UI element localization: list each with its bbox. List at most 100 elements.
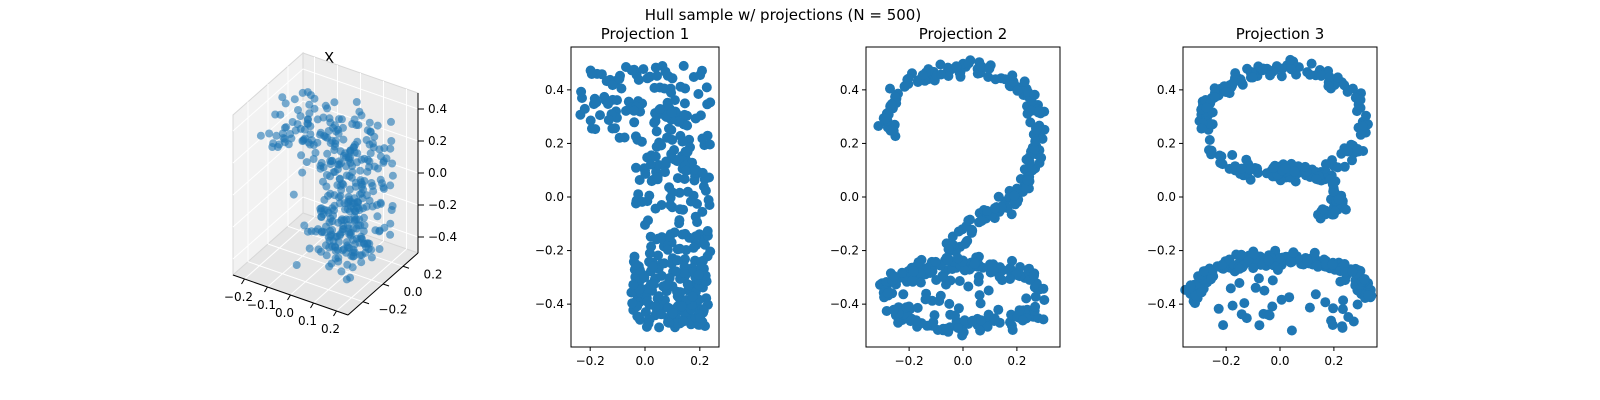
- data-point: [682, 279, 693, 290]
- data-point: [576, 86, 587, 97]
- data-point: [631, 162, 641, 173]
- data-point: [650, 62, 661, 73]
- data-point: [1323, 81, 1334, 92]
- data-point-3d: [337, 186, 346, 194]
- data-point: [1327, 320, 1338, 330]
- data-point-3d: [292, 261, 301, 269]
- data-point: [1310, 289, 1321, 300]
- x-tick: [241, 278, 245, 285]
- data-point: [976, 315, 986, 326]
- data-point-3d: [296, 112, 305, 121]
- data-point: [1332, 162, 1343, 173]
- x-tick-label: 0.2: [321, 322, 340, 336]
- data-point-3d: [290, 95, 299, 104]
- data-point: [1012, 85, 1023, 96]
- data-point-3d: [341, 205, 349, 214]
- y-tick-label: 0.4: [1157, 83, 1176, 97]
- data-point: [1276, 71, 1287, 82]
- data-point: [579, 103, 590, 114]
- data-point: [1352, 144, 1363, 154]
- data-point: [898, 289, 909, 300]
- data-point-3d: [363, 126, 372, 135]
- x-tick-label: 0.2: [690, 354, 709, 368]
- data-point: [651, 126, 662, 137]
- data-point-3d: [294, 106, 302, 114]
- data-point-3d: [330, 167, 339, 176]
- data-point: [677, 229, 688, 240]
- data-point: [640, 168, 651, 179]
- data-point: [952, 253, 963, 264]
- panel-projection-2: Projection 2 −0.2 0.0 0.2 −0.4 −0.2 0.0 0.2 0.4: [830, 25, 1061, 368]
- data-point: [629, 117, 640, 128]
- data-point: [1022, 175, 1033, 186]
- y-tick-label: −0.4: [830, 297, 859, 311]
- data-point: [628, 279, 639, 290]
- panel-3d-x: X−0.2−0.10.00.10.2−0.20.00.2−0.4−0.20.00…: [224, 49, 457, 336]
- data-point-3d: [305, 100, 314, 109]
- data-point-3d: [362, 191, 371, 200]
- data-point: [904, 301, 914, 312]
- data-point-3d: [331, 254, 340, 263]
- data-point: [701, 82, 712, 93]
- data-point-3d: [325, 262, 334, 271]
- data-point: [666, 107, 677, 118]
- data-point: [913, 257, 924, 268]
- panel-title: Projection 3: [1236, 25, 1324, 43]
- data-point: [1249, 249, 1260, 260]
- data-point-3d: [367, 179, 376, 187]
- data-point: [700, 185, 711, 196]
- data-point: [960, 238, 971, 249]
- y-tick-label: −0.4: [1147, 297, 1176, 311]
- data-point: [1347, 266, 1358, 277]
- data-point: [1337, 304, 1348, 315]
- data-point: [692, 217, 703, 228]
- data-point: [660, 66, 671, 77]
- data-point: [682, 120, 693, 131]
- y-tick: [382, 283, 390, 287]
- y-tick-label: −0.2: [378, 303, 407, 317]
- data-point: [1264, 310, 1275, 321]
- data-point: [1236, 309, 1247, 320]
- panel-title: Projection 1: [601, 25, 689, 43]
- data-point: [696, 262, 707, 272]
- data-point: [1234, 263, 1245, 274]
- data-point-3d: [367, 245, 376, 254]
- data-point: [888, 304, 899, 315]
- x-tick: [264, 286, 268, 293]
- data-point: [704, 200, 715, 210]
- data-point: [678, 60, 689, 71]
- data-point: [704, 139, 715, 150]
- data-point: [1277, 63, 1288, 74]
- data-point: [679, 98, 690, 109]
- data-point: [1236, 249, 1247, 260]
- data-point: [943, 244, 954, 255]
- data-point-3d: [373, 121, 382, 130]
- data-point: [882, 288, 893, 298]
- data-point: [647, 261, 658, 272]
- data-point-3d: [362, 202, 371, 211]
- data-point: [653, 291, 664, 302]
- x-tick-label: −0.2: [576, 354, 605, 368]
- data-point: [951, 61, 962, 72]
- y-tick-label: 0.4: [545, 83, 564, 97]
- x-tick-label: −0.2: [895, 354, 924, 368]
- data-point: [627, 298, 638, 309]
- data-point: [1030, 301, 1041, 312]
- x-tick: [310, 302, 314, 309]
- data-point-3d: [276, 110, 285, 119]
- points-group: [1180, 54, 1377, 336]
- data-point-3d: [373, 212, 382, 221]
- data-point: [929, 310, 940, 321]
- grid-line: [232, 68, 304, 132]
- data-point: [920, 294, 931, 305]
- data-point: [1286, 325, 1297, 336]
- data-point: [664, 123, 674, 134]
- data-point-3d: [351, 207, 359, 216]
- data-point: [659, 258, 670, 269]
- panel-projection-1: Projection 1 −0.2 0.0 0.2 −0.4 −0.2 0.0 0.2 0.4: [535, 25, 720, 368]
- data-point: [1328, 303, 1339, 314]
- data-point-3d: [317, 204, 326, 213]
- data-point: [1234, 278, 1245, 288]
- data-point: [1227, 300, 1238, 311]
- data-point-3d: [289, 190, 298, 199]
